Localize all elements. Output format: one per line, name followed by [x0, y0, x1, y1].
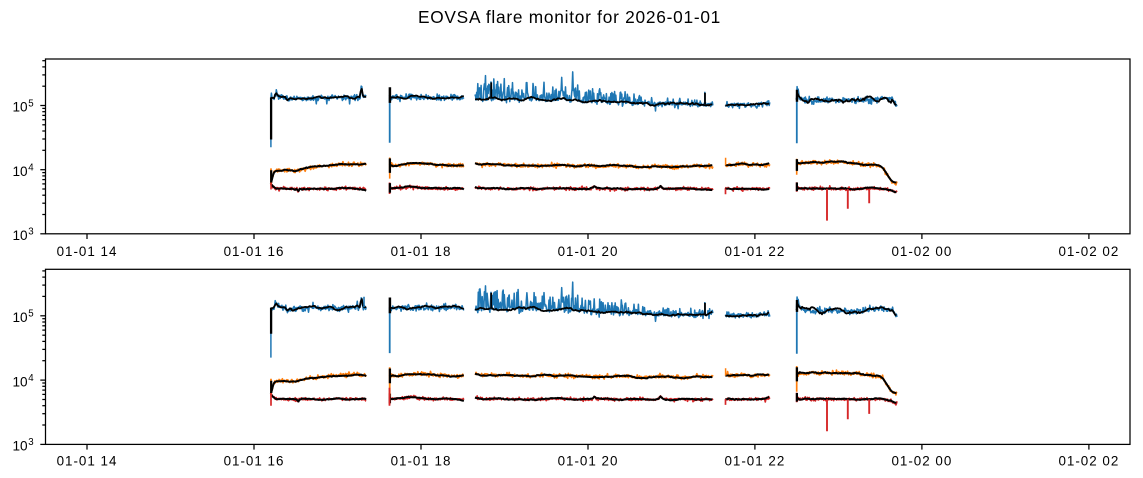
- svg-text:01-01 18: 01-01 18: [391, 453, 452, 468]
- svg-text:10: 10: [12, 374, 28, 389]
- svg-text:10: 10: [12, 310, 28, 325]
- svg-text:01-01 22: 01-01 22: [724, 244, 785, 259]
- svg-text:10: 10: [12, 439, 28, 454]
- svg-text:01-02 00: 01-02 00: [891, 453, 952, 468]
- svg-text:3: 3: [28, 437, 33, 448]
- svg-text:01-02 02: 01-02 02: [1058, 453, 1119, 468]
- svg-text:01-01 20: 01-01 20: [558, 244, 619, 259]
- svg-text:5: 5: [28, 309, 33, 320]
- svg-text:01-01 14: 01-01 14: [57, 453, 118, 468]
- svg-text:01-01 20: 01-01 20: [558, 453, 619, 468]
- svg-text:01-01 16: 01-01 16: [224, 244, 285, 259]
- svg-text:01-01 22: 01-01 22: [724, 453, 785, 468]
- svg-text:10: 10: [12, 228, 28, 243]
- svg-text:3: 3: [28, 227, 33, 238]
- svg-text:01-01 18: 01-01 18: [391, 244, 452, 259]
- svg-text:EOVSA flare monitor for 2026-0: EOVSA flare monitor for 2026-01-01: [418, 7, 721, 27]
- svg-text:01-02 00: 01-02 00: [891, 244, 952, 259]
- svg-text:5: 5: [28, 98, 33, 109]
- svg-text:4: 4: [28, 163, 34, 174]
- svg-text:01-01 14: 01-01 14: [57, 244, 118, 259]
- svg-text:01-02 02: 01-02 02: [1058, 244, 1119, 259]
- svg-text:10: 10: [12, 164, 28, 179]
- svg-text:01-01 16: 01-01 16: [224, 453, 285, 468]
- svg-text:4: 4: [28, 373, 34, 384]
- svg-text:10: 10: [12, 100, 28, 115]
